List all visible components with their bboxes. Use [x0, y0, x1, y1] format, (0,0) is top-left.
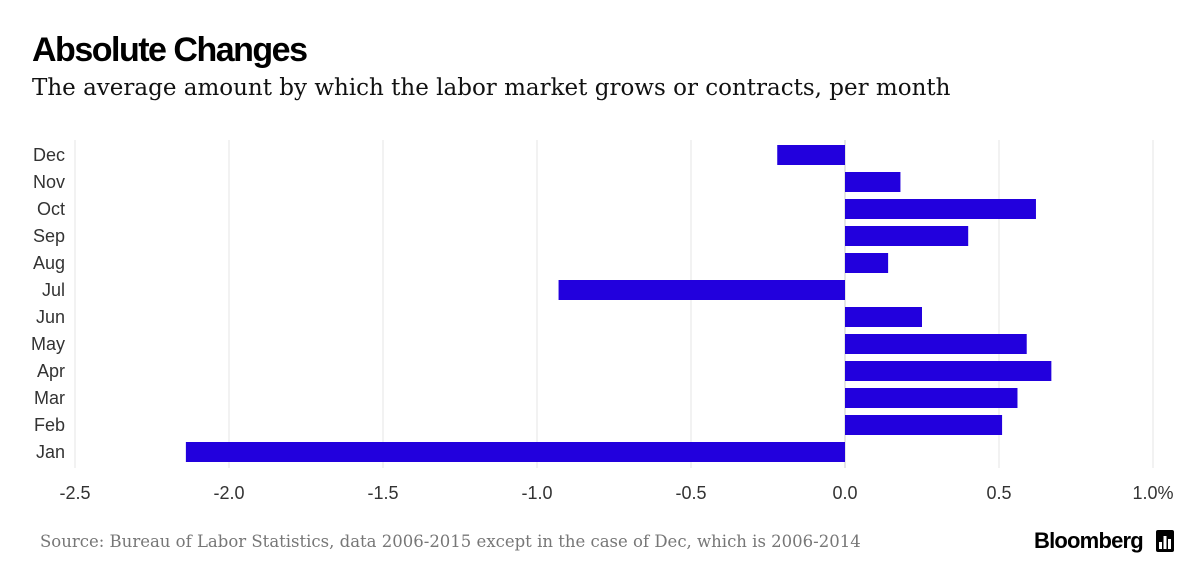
bars: [185, 145, 1052, 462]
bar-aug: [845, 253, 889, 273]
chart-subtitle: The average amount by which the labor ma…: [32, 75, 951, 101]
x-tick-label: 0.5: [986, 483, 1011, 503]
category-label-apr: Apr: [37, 361, 65, 381]
brand-logo: Bloomberg: [1034, 528, 1144, 553]
x-tick-labels: -2.5 -2.0 -1.5 -1.0 -0.5 0.0 0.5 1.0%: [59, 483, 1173, 503]
x-tick-label: -1.5: [367, 483, 398, 503]
category-label-dec: Dec: [33, 145, 65, 165]
category-label-oct: Oct: [37, 199, 65, 219]
x-tick-label: 1.0%: [1132, 483, 1173, 503]
bar-apr: [845, 361, 1052, 381]
bar-dec: [777, 145, 845, 165]
bar-nov: [845, 172, 901, 192]
category-label-feb: Feb: [34, 415, 65, 435]
category-label-may: May: [31, 334, 65, 354]
chart-title: Absolute Changes: [32, 31, 308, 69]
category-labels: Dec Nov Oct Sep Aug Jul Jun May Apr Mar Feb Jan: [31, 145, 65, 462]
bar-jun: [845, 307, 922, 327]
category-label-mar: Mar: [34, 388, 65, 408]
x-tick-label: 0.0: [832, 483, 857, 503]
bar-oct: [845, 199, 1036, 219]
x-tick-label: -1.0: [521, 483, 552, 503]
bar-feb: [845, 415, 1003, 435]
x-tick-label: -2.0: [213, 483, 244, 503]
x-tick-label: -0.5: [675, 483, 706, 503]
x-tick-label: -2.5: [59, 483, 90, 503]
category-label-nov: Nov: [33, 172, 65, 192]
bar-jul: [558, 280, 845, 300]
bar-may: [845, 334, 1027, 354]
category-label-aug: Aug: [33, 253, 65, 273]
category-label-jun: Jun: [36, 307, 65, 327]
gridlines: [74, 140, 1154, 468]
bar-mar: [845, 388, 1018, 408]
bar-jan: [185, 442, 845, 462]
bloomberg-bars-icon: [1156, 530, 1174, 552]
bar-sep: [845, 226, 969, 246]
category-label-jul: Jul: [42, 280, 65, 300]
source-note: Source: Bureau of Labor Statistics, data…: [40, 532, 861, 551]
category-label-jan: Jan: [36, 442, 65, 462]
category-label-sep: Sep: [33, 226, 65, 246]
